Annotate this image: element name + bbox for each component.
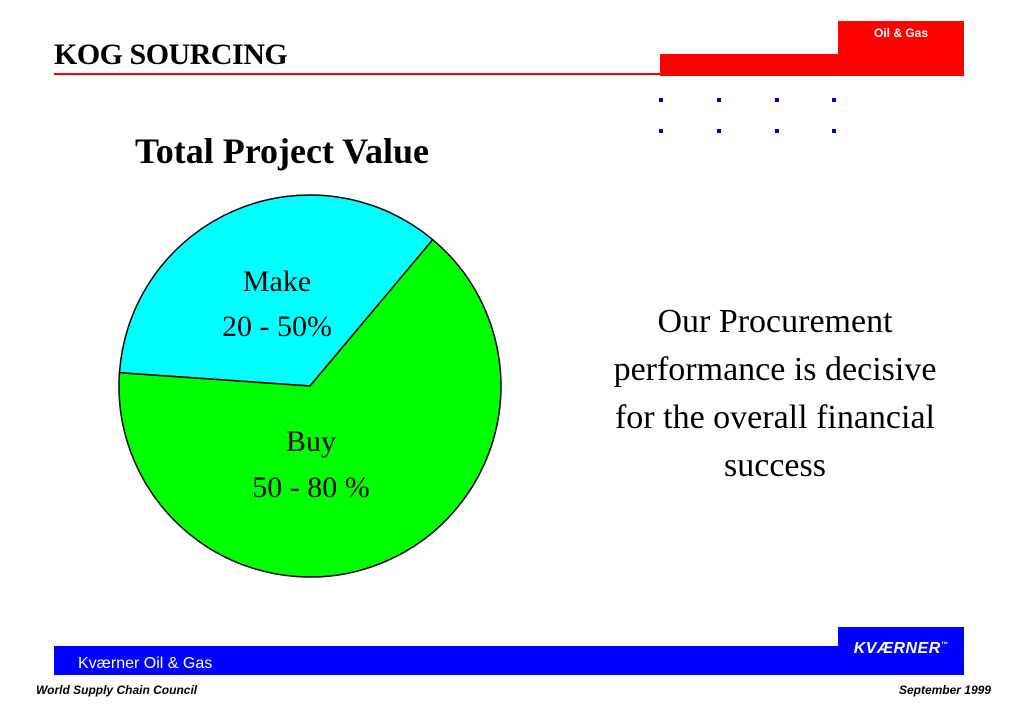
statement-line: performance is decisive bbox=[613, 351, 937, 388]
company-logo bbox=[838, 627, 964, 675]
statement-line: for the overall financial bbox=[614, 399, 935, 436]
company-logo-text: KVÆRNER™ bbox=[838, 640, 964, 658]
footer-note-right: September 1999 bbox=[898, 683, 991, 697]
footer-company: Kværner Oil & Gas bbox=[78, 655, 213, 672]
brand-tab bbox=[838, 21, 964, 54]
statement-line: success bbox=[724, 447, 826, 484]
logo-trademark: ™ bbox=[940, 641, 949, 649]
slice-label-make-range: 20 - 50% bbox=[222, 310, 332, 343]
page-title: KOG SOURCING bbox=[54, 38, 288, 71]
slice-label-buy-name: Buy bbox=[286, 425, 336, 458]
pie-slice-buy bbox=[118, 238, 502, 578]
footer-note-left: World Supply Chain Council bbox=[36, 683, 198, 697]
logo-wordmark: KVÆRNER bbox=[853, 640, 941, 657]
procurement-statement: Our Procurement performance is decisive … bbox=[555, 298, 995, 490]
slice-label-buy-range: 50 - 80 % bbox=[252, 471, 369, 504]
header-red-bar bbox=[660, 54, 964, 76]
footer-bar bbox=[54, 646, 964, 675]
pie-slice-make bbox=[118, 194, 434, 387]
statement-line: Our Procurement bbox=[657, 303, 893, 340]
chart-title: Total Project Value bbox=[135, 131, 429, 171]
header-rule bbox=[54, 73, 660, 75]
brand-tab-label: Oil & Gas bbox=[873, 26, 929, 40]
slice-label-make-name: Make bbox=[243, 265, 311, 298]
